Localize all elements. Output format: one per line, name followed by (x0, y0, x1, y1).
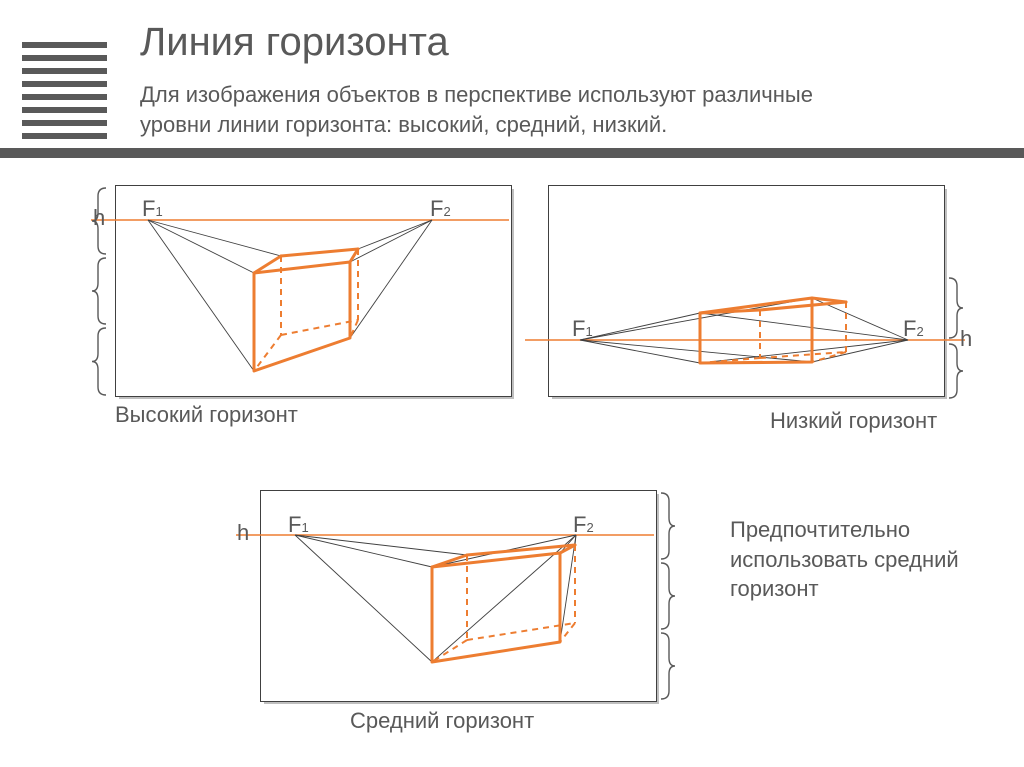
f2-label: F2 (903, 316, 924, 342)
f2-label: F2 (573, 512, 594, 538)
caption-low: Низкий горизонт (770, 408, 937, 434)
f1-label: F1 (288, 512, 309, 538)
caption-high: Высокий горизонт (115, 402, 298, 428)
h-label: h (237, 520, 249, 546)
f2-label: F2 (430, 196, 451, 222)
f1-label: F1 (142, 196, 163, 222)
f1-label: F1 (572, 316, 593, 342)
caption-mid: Средний горизонт (350, 708, 534, 734)
h-label: h (960, 326, 972, 352)
h-label: h (93, 205, 105, 231)
note-preferred: Предпочтительно использовать средний гор… (730, 515, 990, 604)
diagram-layer (0, 0, 1024, 767)
